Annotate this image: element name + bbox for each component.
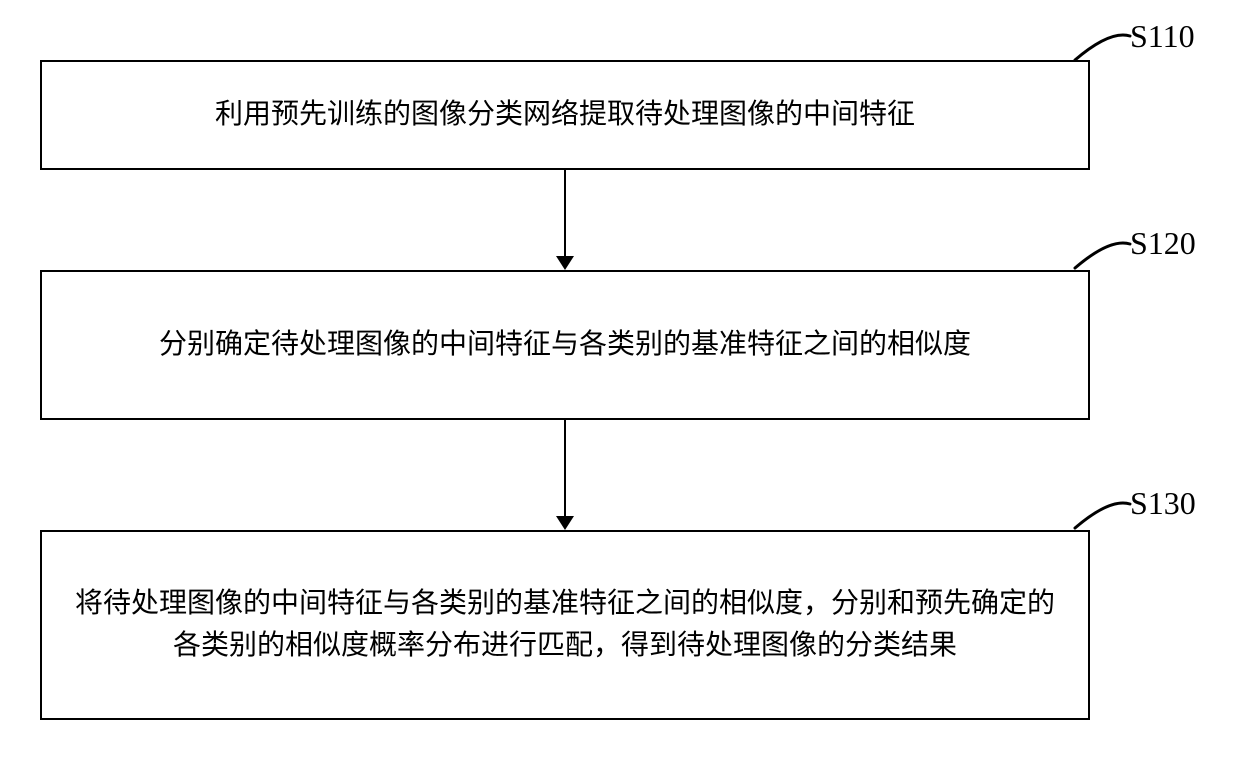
arrow-head-s120-s130 bbox=[556, 516, 574, 530]
leader-line-s120 bbox=[1069, 232, 1136, 274]
step-box-s130: 将待处理图像的中间特征与各类别的基准特征之间的相似度，分别和预先确定的各类别的相… bbox=[40, 530, 1090, 720]
step-label-s120: S120 bbox=[1130, 225, 1196, 262]
step-box-s110: 利用预先训练的图像分类网络提取待处理图像的中间特征 bbox=[40, 60, 1090, 170]
step-box-s120: 分别确定待处理图像的中间特征与各类别的基准特征之间的相似度 bbox=[40, 270, 1090, 420]
leader-line-s130 bbox=[1069, 492, 1136, 534]
step-label-s130: S130 bbox=[1130, 485, 1196, 522]
arrow-head-s110-s120 bbox=[556, 256, 574, 270]
step-text-s110: 利用预先训练的图像分类网络提取待处理图像的中间特征 bbox=[42, 94, 1088, 136]
flowchart-canvas: 利用预先训练的图像分类网络提取待处理图像的中间特征 S110 分别确定待处理图像… bbox=[0, 0, 1240, 759]
step-text-s130: 将待处理图像的中间特征与各类别的基准特征之间的相似度，分别和预先确定的各类别的相… bbox=[42, 583, 1088, 667]
leader-line-s110 bbox=[1069, 24, 1136, 66]
arrow-s110-s120 bbox=[564, 170, 566, 256]
step-label-s110: S110 bbox=[1130, 18, 1195, 55]
arrow-s120-s130 bbox=[564, 420, 566, 516]
step-text-s120: 分别确定待处理图像的中间特征与各类别的基准特征之间的相似度 bbox=[42, 324, 1088, 366]
